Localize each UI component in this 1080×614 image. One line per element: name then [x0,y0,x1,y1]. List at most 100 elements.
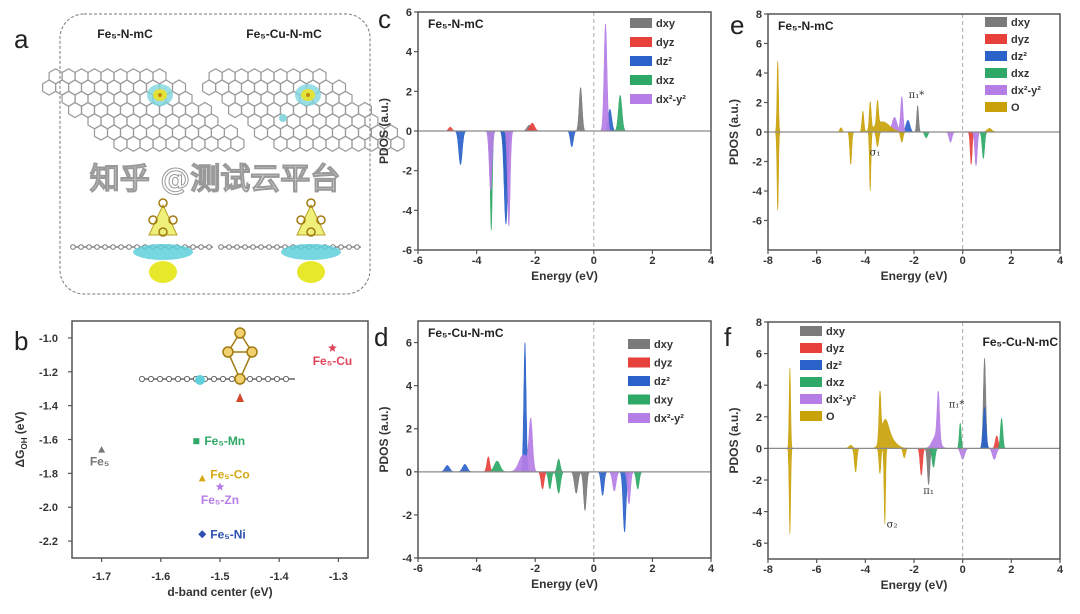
pdos-area-dxy-spin-down [418,471,711,512]
x-tick-label: -6 [812,564,822,576]
hexagon-ring [390,135,405,152]
y-tick-label: -2 [402,510,412,522]
peak-annotation: σ₁ [870,148,881,159]
x-tick-label: -4 [472,563,483,575]
adsorption-model-inset [138,327,295,402]
carbon-atom [338,244,344,250]
data-point-marker [215,482,225,491]
legend-label-dz2: dz² [826,360,842,372]
data-point-label: Fe₅-Zn [201,493,239,507]
legend-label-dxz: dxz [656,75,675,87]
x-tick-label: 2 [1008,255,1014,267]
x-tick-label: -2 [530,255,540,267]
panel-label-c: c [378,4,391,34]
pdos-area-dz2-spin-down [418,471,711,533]
x-tick-label: 0 [960,255,966,267]
x-tick-label: 2 [649,255,655,267]
y-axis-label-e: PDOS (a.u.) [727,99,741,165]
x-axis-label-b: d-band center (eV) [167,585,272,599]
y-axis-label-unit: (eV) [13,412,27,438]
x-tick-label: -1.7 [92,571,111,583]
carbon-atom [274,244,280,250]
y-tick-label: -2 [752,157,762,169]
pdos-area-dxy-spin-down [768,448,1060,486]
data-point-label: Fe₅-Co [210,467,250,481]
fe5-cluster-density [296,203,326,236]
charge-density-yellow [297,261,325,283]
y-tick-label: -2.2 [39,536,58,548]
legend-swatch-dxz [985,68,1007,78]
inset-carbon-atom [138,375,146,383]
y-tick-label: 4 [406,381,413,393]
legend-label-dxy: dxy [654,339,674,351]
y-tick-label: -1.4 [39,401,59,413]
x-tick-label: 0 [960,564,966,576]
pdos-area-O-spin-down [768,131,1060,211]
legend-swatch-dxz [800,377,822,387]
chart-panel-c: c dxy dyz dz² dxz dx²-y² Fe₅-N-mC Energy (eV) PD… [377,4,715,283]
legend-swatch-dxy [628,339,650,349]
hexagon-ring [230,135,245,152]
x-tick-label: -4 [860,255,871,267]
carbon-atom [86,244,92,250]
carbon-atom [126,244,132,250]
hexagon-ring [41,79,57,96]
pdos-area-dyz-spin-down [768,131,1060,166]
data-point-label: Fe₅ [90,455,110,469]
legend-swatch-dxy [985,17,1007,27]
x-axis-label-e: Energy (eV) [881,269,948,283]
data-point-label: Fe₅-Cu [313,354,353,368]
chart-panel-e: e dxy dyz dz² dxz dx²-y² O Fe₅-N-mC π₁* σ₁ Energy … [727,9,1064,283]
x-tick-label: -4 [860,564,871,576]
y-tick-label: -6 [752,538,762,550]
inset-carbon-atom [228,375,236,383]
inset-fe-atom [246,346,258,358]
legend-label-dx2y2: dx²-y² [654,413,684,425]
carbon-atom [346,244,352,250]
hexagon-ring [253,124,269,141]
legend-label-dxz: dxz [1011,68,1030,80]
pdos-area-dxz-spin-up [768,417,1060,449]
inset-carbon-atom [255,375,263,383]
inset-carbon-atom [210,375,218,383]
x-tick-label: -2 [909,564,919,576]
y-axis-label-f: PDOS (a.u.) [727,407,741,473]
peak-annotation: σ₂ [887,519,898,530]
fe-atom [296,215,306,225]
panel-label-d: d [374,322,388,352]
data-point-label: Fe₅-Ni [210,527,246,541]
data-point-label: Fe₅-Mn [204,434,245,448]
hexagon-ring [228,101,243,119]
x-tick-label: -6 [413,563,423,575]
y-tick-label: 8 [756,9,762,21]
fe5-cluster-density [148,203,178,236]
pdos-area-dyz-spin-down [418,471,711,490]
y-tick-label: 6 [756,349,762,361]
y-tick-label: -1.2 [39,367,58,379]
carbon-atom [354,244,360,250]
y-axis-label-b: ΔGOH (eV) [13,412,29,468]
y-axis-label-d: PDOS (a.u.) [377,406,391,472]
y-tick-label: -2 [402,166,412,178]
chart-title-e: Fe₅-N-mC [778,19,834,33]
fe-atom [168,215,178,225]
x-tick-label: 0 [591,563,597,575]
inset-carbon-atom [156,375,164,383]
legend-label-dz2: dz² [1011,51,1027,63]
chart-title-c: Fe₅-N-mC [428,17,484,31]
carbon-atom [78,244,84,250]
legend-swatch-dx2y2 [985,85,1007,95]
legend-label-dz2: dz² [656,56,672,68]
structure-title-fe5-n-mc: Fe₅-N-mC [97,27,153,41]
carbon-atom [94,244,100,250]
inset-carbon-atom [147,375,155,383]
legend-label-dxz: dxy [654,395,674,407]
pdos-area-dyz-spin-up [768,435,1060,449]
y-tick-label: -4 [402,205,413,217]
y-tick-label: -2 [752,475,762,487]
panel-label-a: a [14,24,29,54]
cu-site [279,114,287,122]
y-tick-label: -4 [752,507,763,519]
y-axis-label-subscript: OH [20,437,29,449]
carbon-atom [234,244,240,250]
